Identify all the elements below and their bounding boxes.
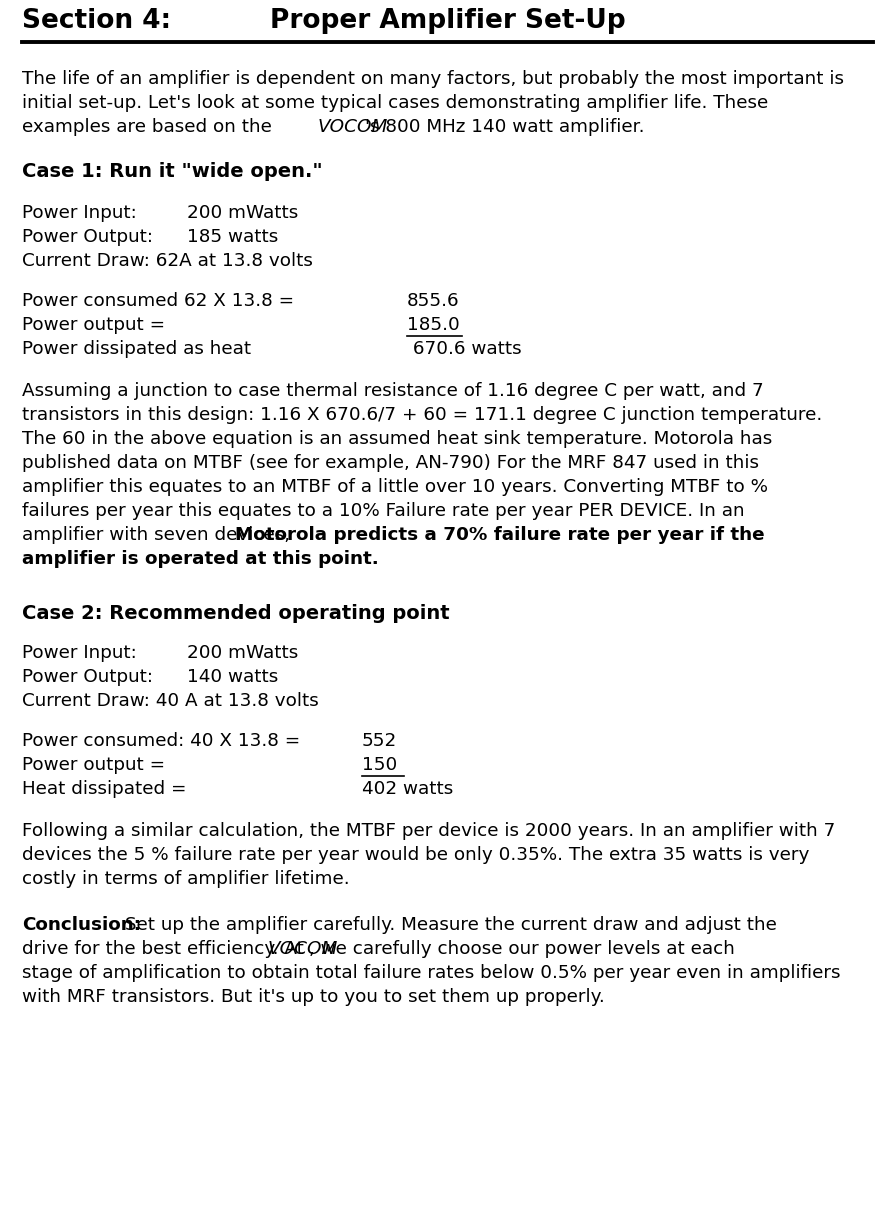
Text: Following a similar calculation, the MTBF per device is 2000 years. In an amplif: Following a similar calculation, the MTB… — [22, 822, 834, 840]
Text: published data on MTBF (see for example, AN-790) For the MRF 847 used in this: published data on MTBF (see for example,… — [22, 454, 758, 472]
Text: Power output =: Power output = — [22, 316, 164, 334]
Text: 670.6 watts: 670.6 watts — [407, 340, 521, 358]
Text: devices the 5 % failure rate per year would be only 0.35%. The extra 35 watts is: devices the 5 % failure rate per year wo… — [22, 846, 808, 864]
Text: with MRF transistors. But it's up to you to set them up properly.: with MRF transistors. But it's up to you… — [22, 989, 604, 1005]
Text: amplifier this equates to an MTBF of a little over 10 years. Converting MTBF to : amplifier this equates to an MTBF of a l… — [22, 478, 767, 496]
Text: Power consumed 62 X 13.8 =: Power consumed 62 X 13.8 = — [22, 292, 294, 310]
Text: Current Draw: 40 A at 13.8 volts: Current Draw: 40 A at 13.8 volts — [22, 692, 318, 710]
Text: Power Input:: Power Input: — [22, 204, 137, 222]
Text: Proper Amplifier Set-Up: Proper Amplifier Set-Up — [269, 8, 625, 34]
Text: The life of an amplifier is dependent on many factors, but probably the most imp: The life of an amplifier is dependent on… — [22, 70, 843, 88]
Text: 140 watts: 140 watts — [187, 667, 278, 686]
Text: 's 800 MHz 140 watt amplifier.: 's 800 MHz 140 watt amplifier. — [365, 118, 644, 136]
Text: Power Input:: Power Input: — [22, 645, 137, 661]
Text: amplifier is operated at this point.: amplifier is operated at this point. — [22, 550, 378, 568]
Text: Case 2: Recommended operating point: Case 2: Recommended operating point — [22, 604, 449, 623]
Text: 402 watts: 402 watts — [361, 780, 452, 798]
Text: Assuming a junction to case thermal resistance of 1.16 degree C per watt, and 7: Assuming a junction to case thermal resi… — [22, 381, 763, 400]
Text: Power output =: Power output = — [22, 756, 164, 774]
Text: Section 4:: Section 4: — [22, 8, 171, 34]
Text: Conclusion:: Conclusion: — [22, 916, 141, 934]
Text: , we carefully choose our power levels at each: , we carefully choose our power levels a… — [308, 940, 734, 958]
Text: stage of amplification to obtain total failure rates below 0.5% per year even in: stage of amplification to obtain total f… — [22, 964, 839, 982]
Text: initial set-up. Let's look at some typical cases demonstrating amplifier life. T: initial set-up. Let's look at some typic… — [22, 94, 767, 112]
Text: The 60 in the above equation is an assumed heat sink temperature. Motorola has: The 60 in the above equation is an assum… — [22, 430, 772, 448]
Text: failures per year this equates to a 10% Failure rate per year PER DEVICE. In an: failures per year this equates to a 10% … — [22, 502, 744, 520]
Text: transistors in this design: 1.16 X 670.6/7 + 60 = 171.1 degree C junction temper: transistors in this design: 1.16 X 670.6… — [22, 406, 822, 424]
Text: 200 mWatts: 200 mWatts — [187, 645, 298, 661]
Text: 150: 150 — [361, 756, 397, 774]
Text: VOCOM: VOCOM — [267, 940, 338, 958]
Text: Set up the amplifier carefully. Measure the current draw and adjust the: Set up the amplifier carefully. Measure … — [119, 916, 776, 934]
Text: Current Draw: 62A at 13.8 volts: Current Draw: 62A at 13.8 volts — [22, 252, 313, 270]
Text: Power Output:: Power Output: — [22, 667, 153, 686]
Text: Power consumed: 40 X 13.8 =: Power consumed: 40 X 13.8 = — [22, 731, 299, 750]
Text: Power dissipated as heat: Power dissipated as heat — [22, 340, 251, 358]
Text: amplifier with seven devices,: amplifier with seven devices, — [22, 526, 296, 544]
Text: Case 1: Run it "wide open.": Case 1: Run it "wide open." — [22, 162, 322, 181]
Text: VOCOM: VOCOM — [317, 118, 388, 136]
Text: Motorola predicts a 70% failure rate per year if the: Motorola predicts a 70% failure rate per… — [235, 526, 763, 544]
Text: Power Output:: Power Output: — [22, 228, 153, 246]
Text: 855.6: 855.6 — [407, 292, 460, 310]
Text: costly in terms of amplifier lifetime.: costly in terms of amplifier lifetime. — [22, 870, 350, 888]
Text: 185 watts: 185 watts — [187, 228, 278, 246]
Text: Heat dissipated =: Heat dissipated = — [22, 780, 186, 798]
Text: examples are based on the: examples are based on the — [22, 118, 277, 136]
Text: drive for the best efficiency. At: drive for the best efficiency. At — [22, 940, 309, 958]
Text: 185.0: 185.0 — [407, 316, 460, 334]
Text: 200 mWatts: 200 mWatts — [187, 204, 298, 222]
Text: 552: 552 — [361, 731, 397, 750]
